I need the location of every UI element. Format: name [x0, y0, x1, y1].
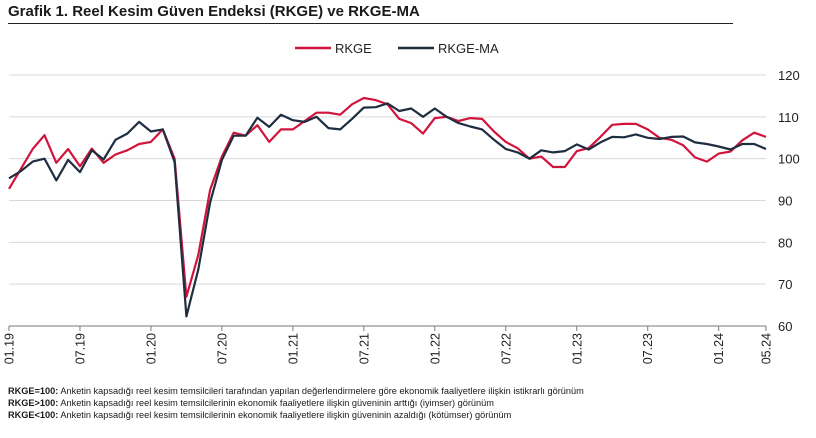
- y-tick-label: 100: [778, 152, 800, 167]
- title-underline: [8, 23, 733, 24]
- footnote-1: RKGE=100: Anketin kapsadığı reel kesim t…: [8, 386, 584, 396]
- series-line-rkge: [8, 96, 767, 298]
- footnotes: RKGE=100: Anketin kapsadığı reel kesim t…: [8, 385, 584, 421]
- x-tick-label: 07.20: [215, 333, 229, 364]
- y-tick-label: 90: [778, 194, 792, 209]
- x-tick-label: 07.23: [641, 333, 655, 364]
- legend-label: RKGE: [335, 41, 372, 56]
- x-tick-label: 01.24: [712, 333, 726, 364]
- x-tick-label: 01.22: [428, 333, 442, 364]
- gridlines: [9, 74, 766, 327]
- x-tick-label: 05.24: [760, 333, 774, 364]
- y-tick-label: 110: [778, 110, 799, 125]
- legend: RKGE RKGE-MA: [295, 41, 499, 56]
- x-tick-label: 01.19: [3, 333, 17, 364]
- y-axis-ticks: 60 70 80 90 100 110 120: [778, 68, 800, 334]
- y-tick-label: 120: [778, 68, 800, 83]
- y-tick-label: 60: [778, 319, 792, 334]
- x-tick-label: 01.23: [570, 333, 584, 364]
- footnote-3: RKGE<100: Anketin kapsadığı reel kesim t…: [8, 410, 512, 420]
- x-tick-label: 07.21: [357, 333, 371, 364]
- y-tick-label: 70: [778, 277, 792, 292]
- legend-label: RKGE-MA: [438, 41, 499, 56]
- footnote-2: RKGE>100: Anketin kapsadığı reel kesim t…: [8, 398, 494, 408]
- x-tick-label: 07.19: [73, 333, 87, 364]
- y-tick-label: 80: [778, 235, 792, 250]
- series-lines: [8, 96, 767, 318]
- x-tick-label: 01.20: [144, 333, 158, 364]
- x-tick-label: 01.21: [286, 333, 300, 364]
- x-axis: 01.19 07.19 01.20 07.20 01.21 07.21 01.22 07.22…: [3, 326, 774, 364]
- x-tick-label: 07.22: [499, 333, 513, 364]
- chart-title: Grafik 1. Reel Kesim Güven Endeksi (RKGE…: [8, 3, 420, 20]
- series-line-rkge-ma: [8, 102, 767, 318]
